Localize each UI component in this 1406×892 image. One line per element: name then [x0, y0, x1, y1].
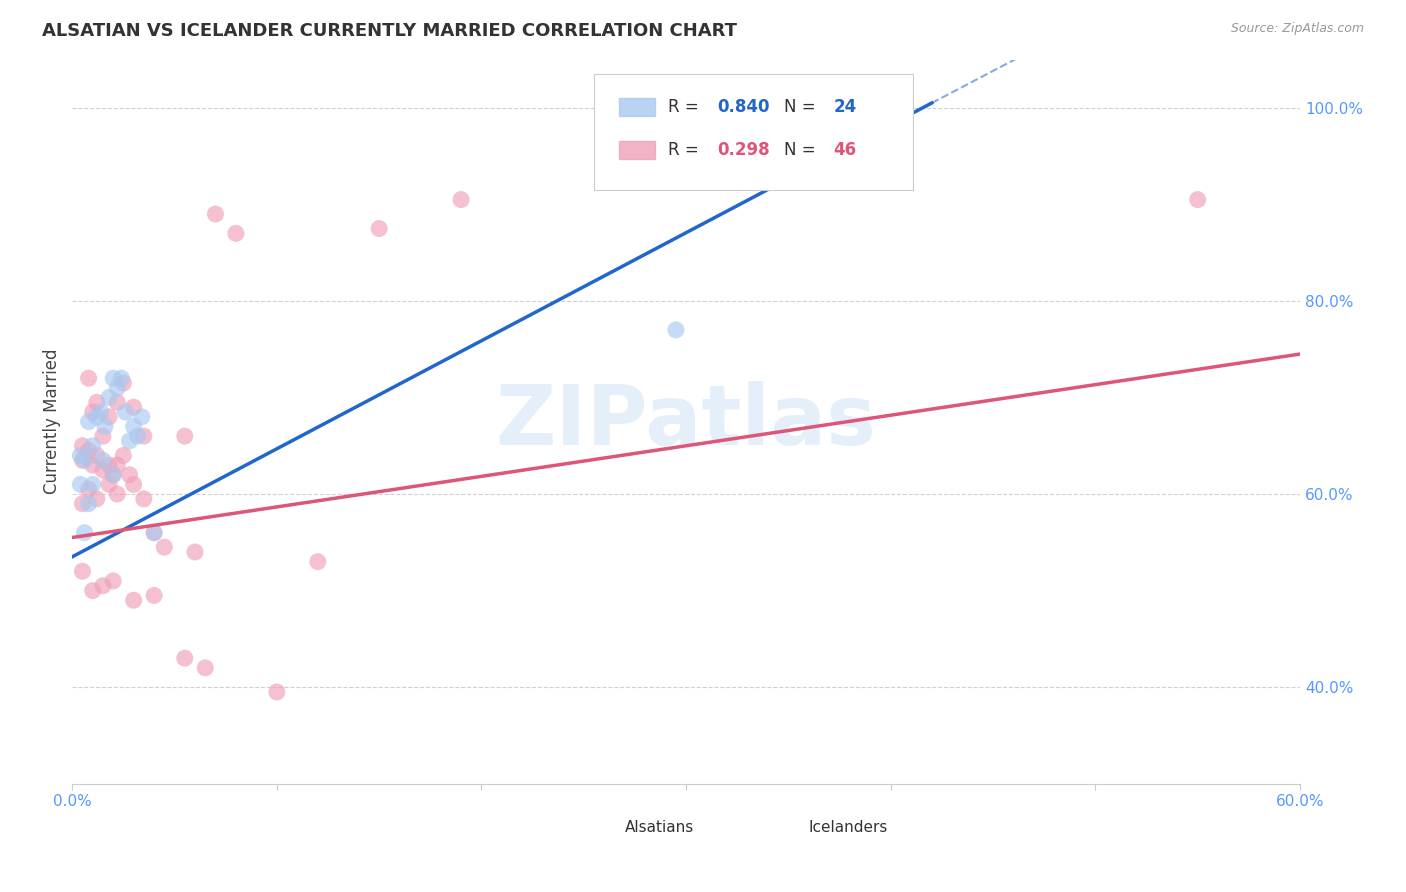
Point	[127, 429, 149, 443]
Text: R =: R =	[668, 141, 704, 159]
Text: 0.840: 0.840	[717, 97, 769, 116]
Point	[77, 482, 100, 496]
Point	[98, 477, 121, 491]
FancyBboxPatch shape	[595, 74, 914, 190]
Point	[91, 429, 114, 443]
Point	[105, 487, 128, 501]
Point	[101, 467, 124, 482]
Point	[122, 593, 145, 607]
Text: R =: R =	[668, 97, 704, 116]
Point	[173, 429, 195, 443]
Point	[105, 381, 128, 395]
Point	[122, 477, 145, 491]
Point	[194, 661, 217, 675]
Point	[77, 443, 100, 458]
Point	[112, 449, 135, 463]
Point	[73, 525, 96, 540]
Text: N =: N =	[785, 97, 821, 116]
Point	[143, 525, 166, 540]
Point	[77, 371, 100, 385]
Point	[101, 371, 124, 385]
Point	[118, 434, 141, 448]
Point	[98, 458, 121, 472]
Point	[105, 458, 128, 472]
FancyBboxPatch shape	[619, 141, 655, 159]
Point	[118, 467, 141, 482]
Point	[131, 409, 153, 424]
Point	[307, 555, 329, 569]
Text: ZIPatlas: ZIPatlas	[496, 381, 876, 462]
Point	[368, 221, 391, 235]
Point	[90, 405, 112, 419]
FancyBboxPatch shape	[759, 811, 794, 846]
Point	[143, 525, 166, 540]
Y-axis label: Currently Married: Currently Married	[44, 349, 60, 494]
Point	[225, 227, 247, 241]
Point	[101, 574, 124, 588]
Point	[72, 439, 94, 453]
Point	[91, 579, 114, 593]
Point	[82, 439, 104, 453]
Point	[204, 207, 226, 221]
Point	[91, 463, 114, 477]
Text: ALSATIAN VS ICELANDER CURRENTLY MARRIED CORRELATION CHART: ALSATIAN VS ICELANDER CURRENTLY MARRIED …	[42, 22, 737, 40]
FancyBboxPatch shape	[619, 97, 655, 116]
Text: 46: 46	[834, 141, 856, 159]
Point	[184, 545, 207, 559]
Point	[82, 405, 104, 419]
Point	[69, 477, 91, 491]
Point	[112, 376, 135, 390]
Point	[86, 395, 108, 409]
Point	[101, 467, 124, 482]
Point	[98, 391, 121, 405]
Point	[94, 419, 117, 434]
Point	[82, 583, 104, 598]
Point	[73, 453, 96, 467]
FancyBboxPatch shape	[575, 811, 610, 846]
Point	[173, 651, 195, 665]
Point	[72, 564, 94, 578]
Point	[450, 193, 472, 207]
Point	[86, 491, 108, 506]
Point	[266, 685, 288, 699]
Point	[105, 395, 128, 409]
Point	[86, 449, 108, 463]
Point	[122, 400, 145, 414]
Point	[1187, 193, 1209, 207]
Text: 0.298: 0.298	[717, 141, 769, 159]
Text: Alsatians: Alsatians	[624, 820, 695, 835]
Point	[69, 449, 91, 463]
Point	[77, 497, 100, 511]
Point	[91, 453, 114, 467]
Point	[132, 429, 155, 443]
Point	[86, 409, 108, 424]
Point	[114, 405, 136, 419]
Point	[153, 540, 176, 554]
Point	[82, 458, 104, 472]
Point	[77, 415, 100, 429]
Point	[98, 409, 121, 424]
Point	[110, 371, 132, 385]
Point	[72, 453, 94, 467]
Point	[143, 589, 166, 603]
Point	[82, 477, 104, 491]
Point	[72, 497, 94, 511]
Point	[665, 323, 688, 337]
Text: Icelanders: Icelanders	[808, 820, 889, 835]
Point	[122, 419, 145, 434]
Text: Source: ZipAtlas.com: Source: ZipAtlas.com	[1230, 22, 1364, 36]
Text: 24: 24	[834, 97, 856, 116]
Text: N =: N =	[785, 141, 821, 159]
Point	[132, 491, 155, 506]
